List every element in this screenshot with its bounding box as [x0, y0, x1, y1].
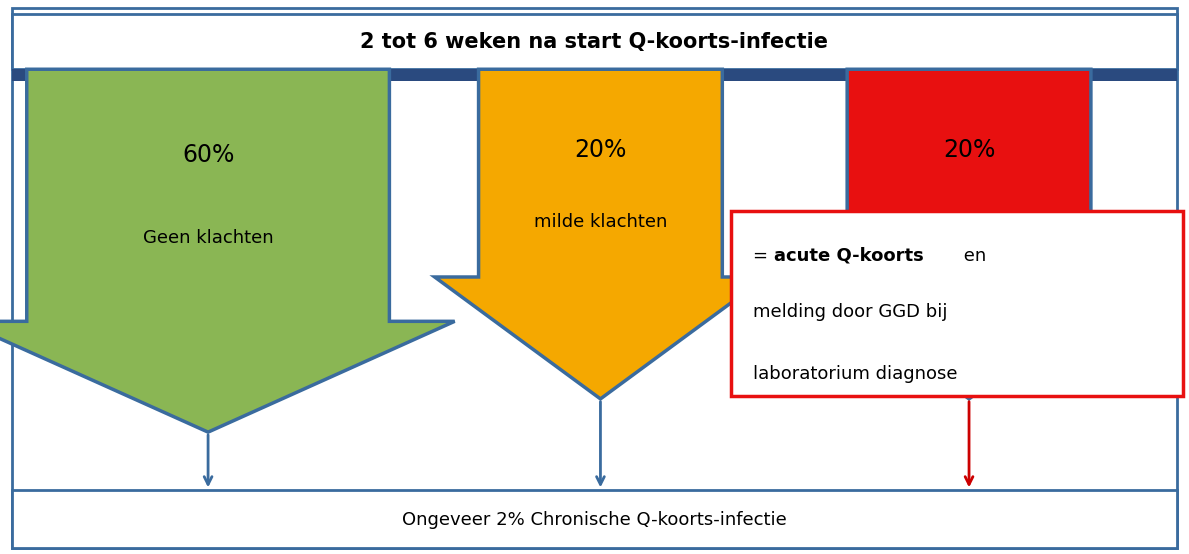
FancyBboxPatch shape: [12, 490, 1177, 548]
FancyBboxPatch shape: [12, 14, 1177, 69]
FancyBboxPatch shape: [12, 8, 1177, 548]
Polygon shape: [804, 69, 1134, 399]
Polygon shape: [0, 69, 454, 432]
Text: =: =: [753, 247, 773, 264]
Text: laboratorium diagnose: laboratorium diagnose: [753, 365, 957, 383]
Text: ernstige klachten: ernstige klachten: [891, 213, 1048, 230]
Text: melding door GGD bij: melding door GGD bij: [753, 302, 948, 321]
Text: en: en: [958, 247, 987, 264]
Text: 20%: 20%: [943, 137, 995, 162]
Text: Geen klachten: Geen klachten: [143, 229, 273, 247]
Text: Ongeveer 2% Chronische Q-koorts-infectie: Ongeveer 2% Chronische Q-koorts-infectie: [402, 511, 787, 529]
Text: milde klachten: milde klachten: [534, 213, 667, 230]
Polygon shape: [435, 69, 766, 399]
Bar: [12, 69, 1177, 81]
FancyBboxPatch shape: [731, 211, 1183, 396]
Text: 20%: 20%: [574, 137, 627, 162]
Text: acute Q-koorts: acute Q-koorts: [774, 247, 924, 264]
Text: 2 tot 6 weken na start Q-koorts-infectie: 2 tot 6 weken na start Q-koorts-infectie: [360, 32, 829, 52]
Text: 60%: 60%: [182, 143, 234, 167]
